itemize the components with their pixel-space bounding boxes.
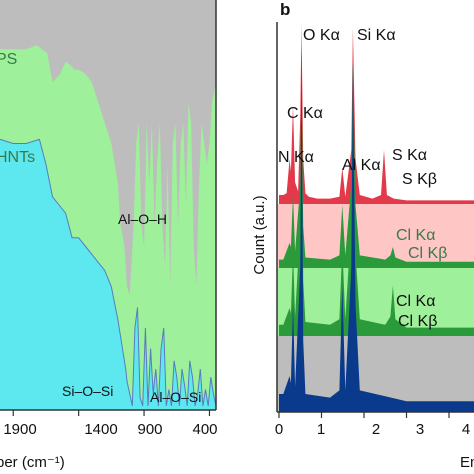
ftir-xtick-900: 900 [137, 421, 162, 438]
eds-peak-label-cl-kb-1: Cl Kβ [408, 245, 447, 262]
eds-peak-label-s-kb: S Kβ [402, 171, 437, 188]
eds-peak-label-o-ka: O Kα [303, 27, 340, 44]
ftir-series-label-ps: PS [0, 51, 17, 68]
eds-peak-label-n-ka: N Kα [278, 149, 314, 166]
ftir-area-hnts [0, 138, 216, 410]
eds-y-axis-title: Count (a.u.) [251, 195, 268, 274]
ftir-xtick-1900: 1900 [3, 421, 36, 438]
eds-spectrum-2 [279, 58, 474, 268]
ftir-xtick-400: 400 [192, 421, 217, 438]
eds-panel: b Count (a.u.) En 0 1 2 3 4 O Kα Si Kα C… [251, 0, 474, 471]
eds-peak-label-al-ka: Al Kα [342, 157, 381, 174]
ftir-series-label-hnts: HNTs [0, 149, 35, 166]
eds-peak-label-cl-kb-2: Cl Kβ [398, 313, 437, 330]
ftir-annotation-si-o-si: Si–O–Si [62, 383, 113, 399]
ftir-xtick-1400: 1400 [84, 421, 117, 438]
ftir-panel: 1900 1400 900 400 ber (cm⁻¹) PS HNTs Al–… [0, 0, 218, 471]
eds-xtick-0: 0 [275, 421, 283, 438]
eds-xtick-1: 1 [317, 421, 325, 438]
eds-peak-label-cl-ka-1: Cl Kα [396, 227, 435, 244]
eds-peak-label-c-ka: C Kα [287, 105, 323, 122]
eds-band-1 [277, 22, 474, 204]
eds-peak-label-si-ka: Si Kα [357, 27, 396, 44]
eds-band-2 [277, 204, 474, 268]
eds-panel-letter: b [280, 0, 290, 19]
ftir-annotation-al-o-h: Al–O–H [118, 211, 167, 227]
eds-peak-label-cl-ka-2: Cl Kα [396, 293, 435, 310]
eds-xtick-2: 2 [372, 421, 380, 438]
eds-spectrum-1 [279, 24, 474, 204]
eds-xtick-3: 3 [416, 421, 424, 438]
eds-xtick-4: 4 [462, 421, 470, 438]
eds-spectrum-4 [279, 52, 474, 412]
ftir-annotation-al-o-si: Al–O–Si [150, 389, 201, 405]
eds-spectrum-3 [279, 56, 474, 336]
eds-x-axis-title: En [460, 454, 474, 471]
eds-peak-label-s-ka: S Kα [392, 147, 427, 164]
ftir-x-axis-title: ber (cm⁻¹) [0, 454, 65, 471]
